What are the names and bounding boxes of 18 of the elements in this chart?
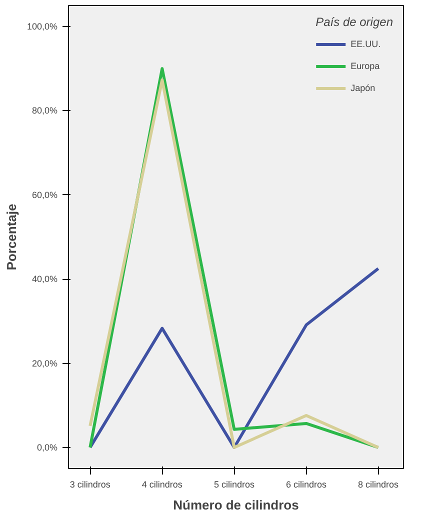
line-series: [88, 267, 380, 449]
y-tick-label: 20,0%: [32, 358, 58, 368]
y-tick-label: 0,0%: [36, 442, 58, 452]
legend-title: País de origen: [316, 15, 393, 29]
y-tick-label: 60,0%: [32, 190, 58, 200]
x-tick-label: 8 cilindros: [358, 480, 400, 490]
y-tick-label: 80,0%: [32, 106, 58, 116]
legend-label: EE.UU.: [350, 38, 381, 50]
x-tick-label: 6 cilindros: [286, 480, 327, 490]
x-tick-label: 4 cilindros: [142, 480, 183, 490]
legend-label: Europa: [350, 60, 380, 72]
x-tick-label: 3 cilindros: [70, 480, 111, 490]
legend-label: Japón: [350, 82, 376, 94]
x-tick-label: 5 cilindros: [214, 480, 255, 490]
y-tick-label: 100,0%: [26, 22, 58, 32]
x-axis-title: Número de cilindros: [173, 498, 299, 512]
y-axis-title: Porcentaje: [4, 204, 19, 270]
y-tick-label: 40,0%: [32, 274, 58, 284]
